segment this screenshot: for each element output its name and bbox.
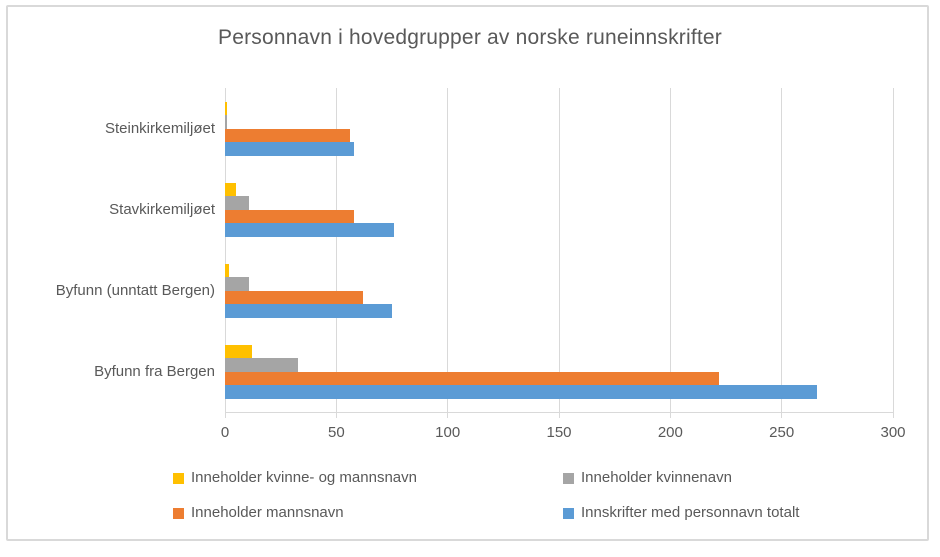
axis-tick [558, 412, 560, 418]
legend-item: Innskrifter med personnavn totalt [563, 504, 873, 522]
axis-tick [892, 412, 894, 418]
legend-swatch-icon [563, 472, 574, 484]
bar-series-1-category-1 [225, 196, 250, 210]
category-label: Byfunn (unntatt Bergen) [55, 281, 215, 299]
x-tick-label: 150 [546, 424, 572, 441]
bar-series-2-category-3 [225, 371, 720, 385]
legend: Inneholder kvinne- og mannsnavn Inneholde… [173, 469, 873, 522]
x-tick-label: 50 [327, 424, 345, 441]
legend-swatch-icon [173, 507, 184, 519]
plot-area [224, 88, 894, 418]
gridline [669, 88, 671, 412]
bar-series-3-category-0 [225, 142, 355, 156]
gridline [224, 88, 226, 412]
bar-series-3-category-3 [225, 385, 818, 399]
axis-tick [224, 412, 226, 418]
x-tick-label: 250 [769, 424, 795, 441]
axis-tick [781, 412, 783, 418]
bar-series-1-category-0 [225, 115, 228, 129]
bar-series-0-category-0 [225, 101, 228, 115]
gridline [892, 88, 894, 412]
bar-series-1-category-2 [225, 277, 250, 291]
legend-item: Inneholder mannsnavn [173, 504, 563, 522]
legend-swatch-icon [173, 472, 184, 484]
chart-frame [6, 5, 929, 541]
legend-label: Innskrifter med personnavn totalt [581, 504, 800, 521]
axis-tick [447, 412, 449, 418]
bar-series-2-category-1 [225, 209, 355, 223]
bar-series-0-category-1 [225, 182, 237, 196]
x-tick-label: 100 [435, 424, 461, 441]
gridline [335, 88, 337, 412]
bar-series-2-category-2 [225, 290, 364, 304]
bar-series-0-category-3 [225, 344, 252, 358]
legend-item: Inneholder kvinnenavn [563, 469, 873, 487]
gridline [781, 88, 783, 412]
bar-series-2-category-0 [225, 128, 350, 142]
axis-tick [335, 412, 337, 418]
bar-series-3-category-1 [225, 223, 395, 237]
legend-label: Inneholder mannsnavn [191, 504, 344, 521]
x-tick-label: 300 [880, 424, 906, 441]
legend-swatch-icon [563, 507, 574, 519]
gridline [447, 88, 449, 412]
legend-label: Inneholder kvinne- og mannsnavn [191, 469, 417, 486]
category-label: Stavkirkemiljøet [109, 200, 215, 218]
x-tick-label: 0 [220, 424, 230, 441]
category-label: Steinkirkemiljøet [104, 119, 215, 137]
legend-item: Inneholder kvinne- og mannsnavn [173, 469, 563, 487]
category-label: Byfunn fra Bergen [94, 362, 215, 380]
gridline [558, 88, 560, 412]
chart-title: Personnavn i hovedgrupper av norske rune… [218, 26, 722, 49]
axis-tick [669, 412, 671, 418]
bar-series-0-category-2 [225, 263, 230, 277]
legend-label: Inneholder kvinnenavn [581, 469, 732, 486]
bar-series-3-category-2 [225, 304, 392, 318]
x-tick-label: 200 [657, 424, 683, 441]
bar-series-1-category-3 [225, 358, 299, 372]
